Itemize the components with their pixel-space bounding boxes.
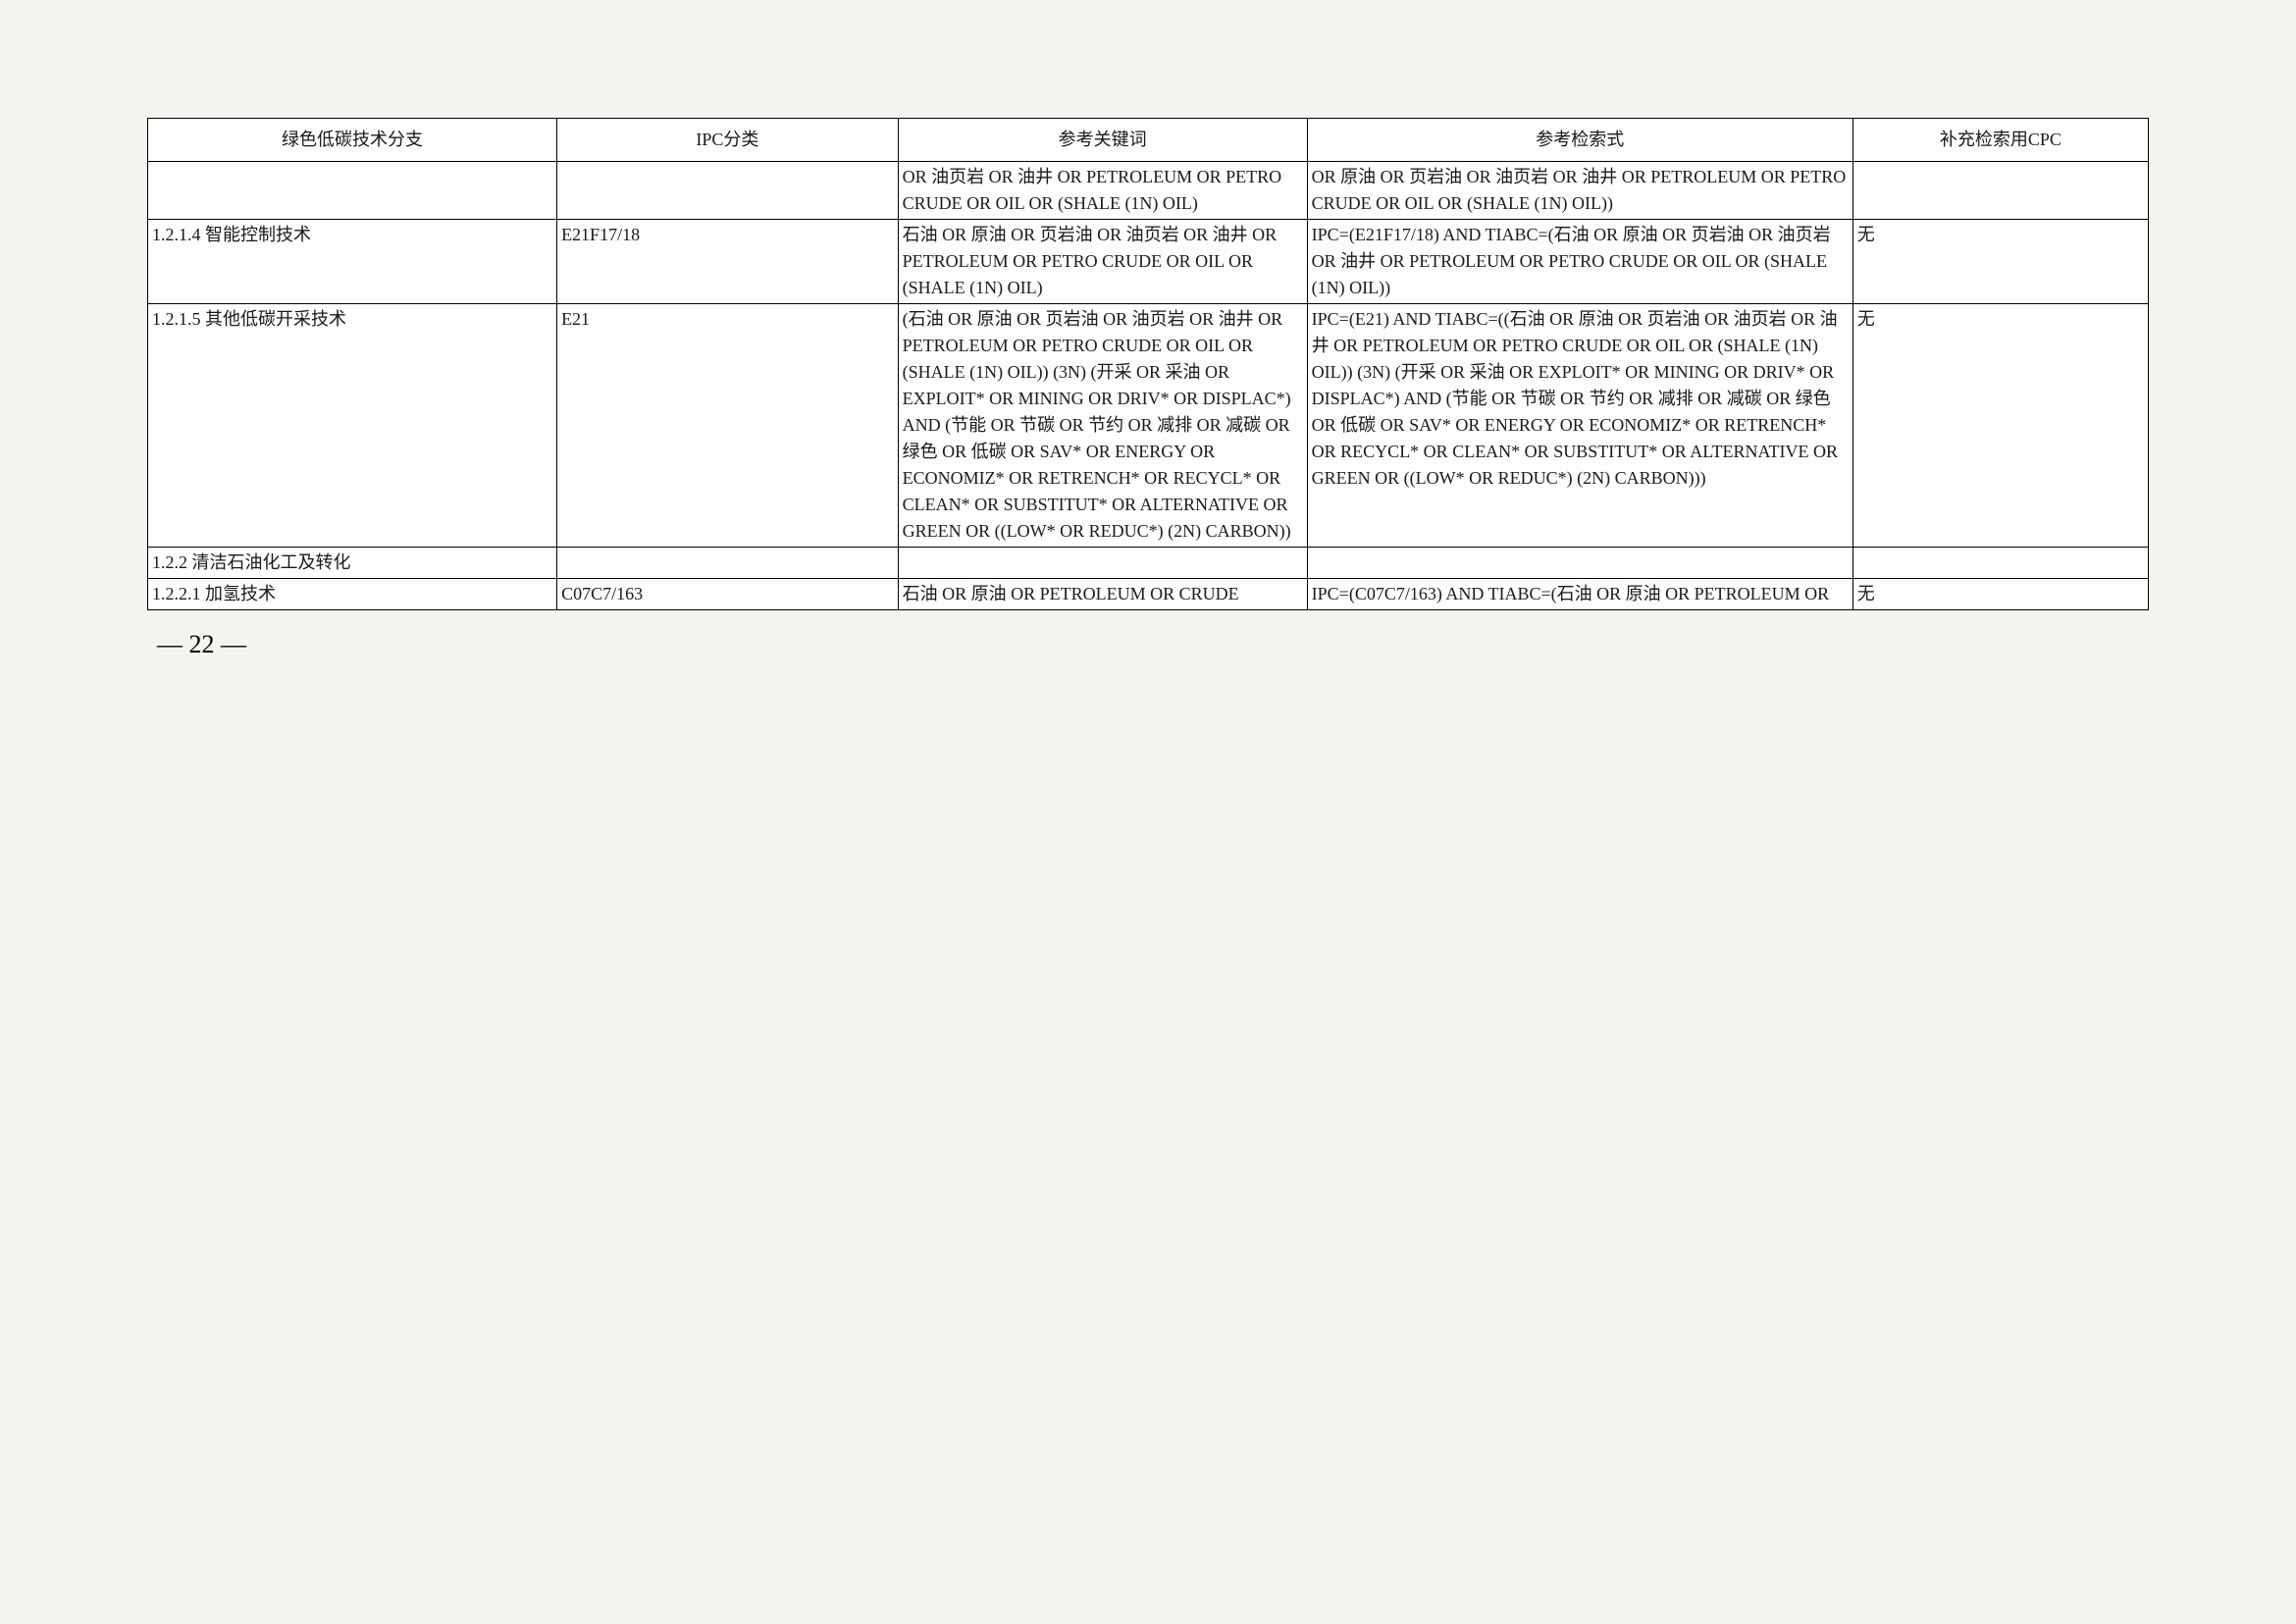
cell-tech-branch: 1.2.1.5 其他低碳开采技术 (148, 304, 557, 548)
cell-tech-branch: 1.2.1.4 智能控制技术 (148, 220, 557, 304)
header-keywords: 参考关键词 (898, 119, 1307, 162)
table-row: OR 油页岩 OR 油井 OR PETROLEUM OR PETRO CRUDE… (148, 162, 2149, 220)
cell-search-formula: IPC=(E21F17/18) AND TIABC=(石油 OR 原油 OR 页… (1307, 220, 1852, 304)
cell-cpc: 无 (1852, 304, 2148, 548)
cell-search-formula: IPC=(E21) AND TIABC=((石油 OR 原油 OR 页岩油 OR… (1307, 304, 1852, 548)
cell-tech-branch (148, 162, 557, 220)
cell-cpc: 无 (1852, 579, 2148, 610)
table-header-row: 绿色低碳技术分支 IPC分类 参考关键词 参考检索式 补充检索用CPC (148, 119, 2149, 162)
cell-search-formula: IPC=(C07C7/163) AND TIABC=(石油 OR 原油 OR P… (1307, 579, 1852, 610)
cell-keywords (898, 548, 1307, 579)
cell-ipc (557, 162, 899, 220)
header-search-formula: 参考检索式 (1307, 119, 1852, 162)
header-ipc: IPC分类 (557, 119, 899, 162)
cell-tech-branch: 1.2.2.1 加氢技术 (148, 579, 557, 610)
cell-ipc: C07C7/163 (557, 579, 899, 610)
cell-keywords: 石油 OR 原油 OR 页岩油 OR 油页岩 OR 油井 OR PETROLEU… (898, 220, 1307, 304)
cell-keywords: 石油 OR 原油 OR PETROLEUM OR CRUDE (898, 579, 1307, 610)
cell-ipc: E21F17/18 (557, 220, 899, 304)
cell-tech-branch: 1.2.2 清洁石油化工及转化 (148, 548, 557, 579)
page-number: — 22 — (147, 630, 2149, 659)
cell-search-formula (1307, 548, 1852, 579)
cell-cpc (1852, 162, 2148, 220)
classification-table: 绿色低碳技术分支 IPC分类 参考关键词 参考检索式 补充检索用CPC OR 油… (147, 118, 2149, 610)
table-row: 1.2.1.5 其他低碳开采技术 E21 (石油 OR 原油 OR 页岩油 OR… (148, 304, 2149, 548)
cell-keywords: (石油 OR 原油 OR 页岩油 OR 油页岩 OR 油井 OR PETROLE… (898, 304, 1307, 548)
header-cpc: 补充检索用CPC (1852, 119, 2148, 162)
table-row: 1.2.2.1 加氢技术 C07C7/163 石油 OR 原油 OR PETRO… (148, 579, 2149, 610)
cell-search-formula: OR 原油 OR 页岩油 OR 油页岩 OR 油井 OR PETROLEUM O… (1307, 162, 1852, 220)
cell-cpc (1852, 548, 2148, 579)
table-row: 1.2.1.4 智能控制技术 E21F17/18 石油 OR 原油 OR 页岩油… (148, 220, 2149, 304)
cell-keywords: OR 油页岩 OR 油井 OR PETROLEUM OR PETRO CRUDE… (898, 162, 1307, 220)
document-page: 绿色低碳技术分支 IPC分类 参考关键词 参考检索式 补充检索用CPC OR 油… (147, 118, 2149, 610)
cell-cpc: 无 (1852, 220, 2148, 304)
table-row: 1.2.2 清洁石油化工及转化 (148, 548, 2149, 579)
header-tech-branch: 绿色低碳技术分支 (148, 119, 557, 162)
cell-ipc (557, 548, 899, 579)
cell-ipc: E21 (557, 304, 899, 548)
